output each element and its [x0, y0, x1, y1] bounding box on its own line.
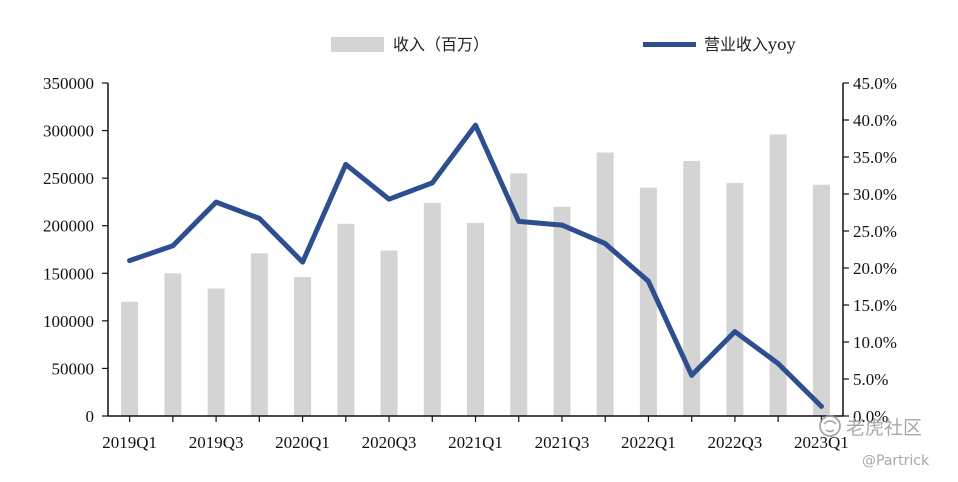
yoy-point: [516, 219, 522, 224]
watermark: 老虎社区 @Partrick: [819, 415, 930, 469]
yoy-point: [559, 222, 565, 228]
right-tick-label: 15.0%: [853, 296, 897, 315]
revenue-bar: [639, 187, 657, 416]
x-tick-label: 2023Q1: [794, 433, 849, 452]
yoy-point: [127, 258, 132, 263]
x-tick-label: 2019Q1: [102, 433, 157, 452]
left-tick-label: 100000: [43, 312, 94, 331]
revenue-bar: [380, 250, 398, 416]
revenue-bar: [467, 222, 484, 416]
revenue-bar: [510, 173, 528, 416]
left-tick-label: 200000: [43, 217, 94, 236]
right-tick-label: 30.0%: [853, 185, 897, 204]
revenue-bar: [164, 273, 182, 416]
x-tick-label: 2022Q3: [708, 433, 763, 452]
x-tick-label: 2019Q3: [189, 433, 244, 452]
watermark-user: @Partrick: [862, 453, 930, 469]
x-tick-label: 2021Q3: [535, 433, 590, 452]
right-tick-label: 0.0%: [853, 407, 888, 426]
revenue-bar: [337, 223, 355, 416]
watermark-brand: 老虎社区: [846, 417, 922, 439]
yoy-point: [256, 216, 262, 221]
x-tick-label: 2020Q3: [362, 433, 417, 452]
yoy-point: [343, 162, 349, 167]
right-tick-label: 20.0%: [853, 259, 897, 278]
right-tick-label: 45.0%: [853, 74, 897, 93]
yoy-point: [300, 259, 305, 265]
revenue-bar: [769, 134, 787, 416]
right-tick-label: 5.0%: [853, 370, 888, 389]
revenue-bar: [250, 253, 268, 416]
legend-swatch-revenue: [331, 37, 384, 52]
left-axis-ticks: 0 50000 100000 150000 200000 250000 300000 3500…: [43, 74, 108, 426]
yoy-points: [127, 122, 824, 409]
right-tick-label: 35.0%: [853, 148, 897, 167]
revenue-bar: [683, 161, 701, 416]
yoy-point: [689, 372, 695, 378]
legend: 收入（百万） 营业收入yoy: [331, 35, 796, 54]
yoy-point: [429, 180, 435, 186]
tiger-logo-icon: [819, 415, 841, 437]
revenue-bars: [121, 134, 830, 416]
left-tick-label: 50000: [52, 359, 95, 378]
right-tick-label: 10.0%: [853, 333, 897, 352]
legend-label-revenue: 收入（百万）: [393, 35, 489, 54]
legend-label-yoy: 营业收入yoy: [704, 35, 796, 54]
left-tick-label: 0: [86, 407, 95, 426]
yoy-point: [646, 278, 651, 284]
x-tick-label: 2020Q1: [275, 433, 330, 452]
revenue-bar: [207, 288, 225, 416]
revenue-bar: [596, 152, 614, 416]
yoy-point: [732, 329, 738, 334]
revenue-bar: [553, 206, 571, 416]
revenue-bar: [294, 277, 312, 416]
yoy-point: [386, 196, 392, 202]
left-tick-label: 300000: [43, 122, 94, 141]
yoy-point: [170, 243, 176, 249]
left-tick-label: 250000: [43, 169, 94, 188]
x-tick-label: 2022Q1: [621, 433, 676, 452]
yoy-point: [819, 404, 824, 409]
left-tick-label: 150000: [43, 264, 94, 283]
revenue-bar: [726, 182, 744, 416]
revenue-bar: [812, 184, 830, 416]
revenue-bar: [423, 202, 441, 416]
x-tick-label: 2021Q1: [448, 433, 503, 452]
yoy-point: [602, 241, 608, 247]
yoy-point: [473, 122, 478, 128]
right-tick-label: 25.0%: [853, 222, 897, 241]
yoy-point: [213, 199, 219, 205]
x-axis-ticks: 2019Q1 2019Q3 2020Q1 2020Q3 2021Q1 2021Q3 2022…: [102, 416, 849, 452]
revenue-bar: [121, 301, 139, 416]
right-tick-label: 40.0%: [853, 111, 897, 130]
yoy-point: [775, 361, 781, 366]
left-tick-label: 350000: [43, 74, 94, 93]
right-axis-ticks: 0.0% 5.0% 10.0% 15.0% 20.0% 25.0% 30.0% 35.0% 40…: [843, 74, 897, 426]
